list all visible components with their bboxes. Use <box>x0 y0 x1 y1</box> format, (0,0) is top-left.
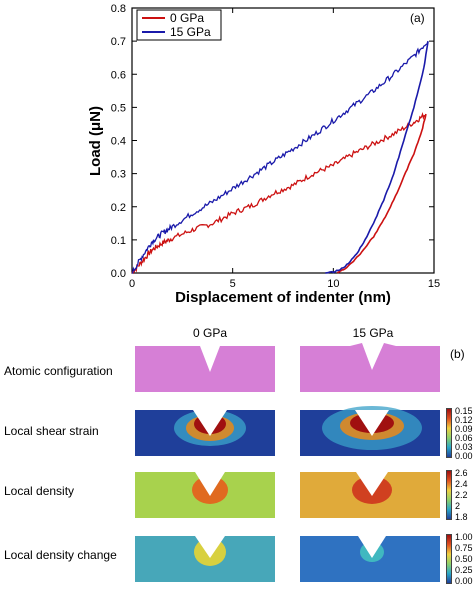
series-0-loading-line <box>131 111 427 275</box>
cbar-tick: 2.2 <box>455 490 468 500</box>
cbar-tick: 0.50 <box>455 554 473 564</box>
y-tick-label: 0.6 <box>111 69 126 81</box>
y-tick-label: 0.8 <box>111 3 126 15</box>
cbar-tick: 0.09 <box>455 424 473 434</box>
shear-strain-15gpa <box>300 406 440 456</box>
colorbar-ticks-shear-strain: 0.15 0.12 0.09 0.06 0.03 0.00 <box>455 406 474 461</box>
x-tick-label: 5 <box>230 278 236 290</box>
y-tick-label: 0.7 <box>111 36 126 48</box>
x-tick-label: 15 <box>428 278 440 290</box>
cbar-tick: 2 <box>455 501 461 511</box>
cbar-tick: 0.00 <box>455 576 473 586</box>
series-0-unloading-line <box>336 113 427 274</box>
cbar-tick: 2.6 <box>455 468 468 478</box>
cbar-tick: 0.03 <box>455 442 473 452</box>
row-label-local-shear-strain: Local shear strain <box>4 424 99 438</box>
legend: 0 GPa 15 GPa <box>136 9 222 41</box>
load-displacement-chart: 0.0 0.1 0.2 0.3 0.4 0.5 0.6 0.7 0.8 0 5 10 15 (a) Di… <box>87 3 440 306</box>
cbar-tick: 0.75 <box>455 543 473 553</box>
legend-label-15gpa: 15 GPa <box>170 25 211 39</box>
row-label-atomic-configuration: Atomic configuration <box>4 364 113 378</box>
density-0gpa <box>135 472 275 518</box>
cbar-tick: 0.00 <box>455 451 473 461</box>
colorbar-density <box>446 470 452 520</box>
cbar-tick: 0.12 <box>455 415 473 425</box>
row-label-local-density-change: Local density change <box>4 548 117 562</box>
x-axis-title: Displacement of indenter (nm) <box>175 289 391 306</box>
atomic-config-15gpa <box>300 343 440 392</box>
density-change-0gpa <box>135 536 275 582</box>
cbar-tick: 0.15 <box>455 406 473 416</box>
cbar-tick: 0.25 <box>455 565 473 575</box>
series-1-loading-line <box>132 40 429 274</box>
y-tick-label: 0.5 <box>111 102 126 114</box>
plot-frame <box>131 7 435 274</box>
y-axis-title: Load (μN) <box>87 106 104 176</box>
cbar-tick: 2.4 <box>455 479 468 489</box>
column-header-15gpa: 15 GPa <box>352 326 394 340</box>
panel-b-label: (b) <box>450 347 465 361</box>
column-header-0gpa: 0 GPa <box>192 326 228 340</box>
y-tick-label: 0.4 <box>111 136 126 148</box>
atomic-config-0gpa <box>135 346 275 392</box>
legend-label-0gpa: 0 GPa <box>170 11 204 25</box>
row-label-local-density: Local density <box>4 484 75 498</box>
x-tick-label: 0 <box>129 278 135 290</box>
shear-strain-0gpa <box>135 410 275 456</box>
colorbar-shear-strain <box>446 408 452 458</box>
cbar-tick: 0.06 <box>455 433 473 443</box>
density-15gpa <box>300 472 440 518</box>
y-tick-label: 0.1 <box>111 235 126 247</box>
y-tick-label: 0.2 <box>111 202 126 214</box>
series-1-unloading-line <box>325 41 429 274</box>
panel-a-label: (a) <box>410 11 425 25</box>
x-tick-label: 10 <box>327 278 339 290</box>
y-tick-label: 0.3 <box>111 169 126 181</box>
simulation-maps-panel: 0 GPa 15 GPa (b) Atomic configuration Lo… <box>0 320 474 590</box>
colorbar-ticks-density-change: 1.00 0.75 0.50 0.25 0.00 <box>455 532 474 586</box>
cbar-tick: 1.8 <box>455 512 468 522</box>
density-change-15gpa <box>300 536 440 582</box>
colorbar-density-change <box>446 534 452 584</box>
colorbar-ticks-density: 2.6 2.4 2.2 2 1.8 <box>455 468 474 522</box>
cbar-tick: 1.00 <box>455 532 473 542</box>
y-tick-label: 0.0 <box>111 268 126 280</box>
